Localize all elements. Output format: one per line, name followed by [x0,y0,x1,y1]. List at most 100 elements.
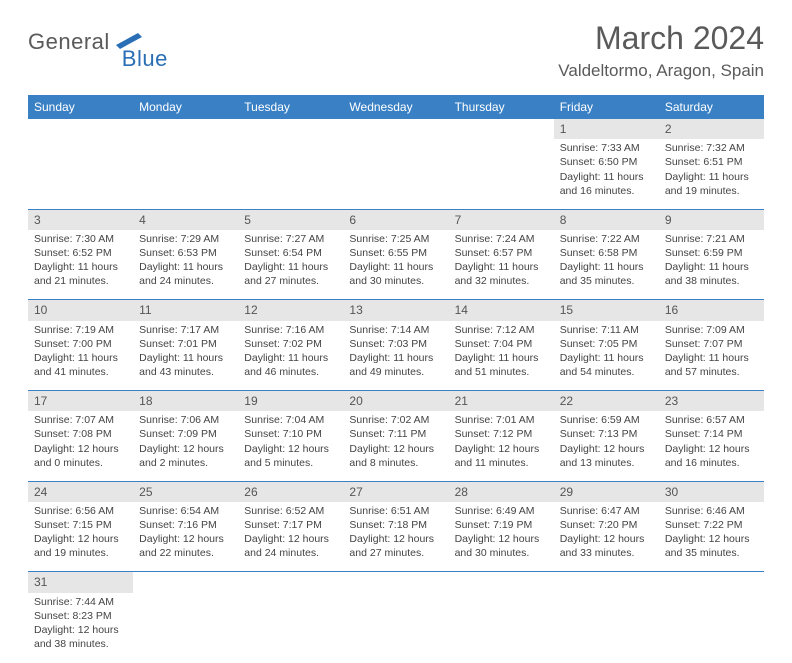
day-cell: Sunrise: 6:59 AMSunset: 7:13 PMDaylight:… [554,411,659,481]
day-number [28,119,133,139]
day-cell: Sunrise: 6:51 AMSunset: 7:18 PMDaylight:… [343,502,448,572]
day-number: 1 [554,119,659,139]
day-cell [343,139,448,209]
weekday-tue: Tuesday [238,95,343,119]
day-cell [238,139,343,209]
week-row: Sunrise: 7:19 AMSunset: 7:00 PMDaylight:… [28,321,764,391]
day-cell [554,593,659,663]
weekday-header: Sunday Monday Tuesday Wednesday Thursday… [28,95,764,119]
logo-text-general: General [28,29,110,55]
day-number: 31 [28,572,133,593]
day-number [238,119,343,139]
day-number: 24 [28,481,133,502]
title-block: March 2024 Valdeltormo, Aragon, Spain [558,20,764,81]
daynum-row: 10111213141516 [28,300,764,321]
day-number [133,572,238,593]
day-number: 7 [449,209,554,230]
day-number: 28 [449,481,554,502]
day-cell [133,593,238,663]
day-number: 12 [238,300,343,321]
day-cell: Sunrise: 6:54 AMSunset: 7:16 PMDaylight:… [133,502,238,572]
day-number: 16 [659,300,764,321]
day-cell [449,593,554,663]
day-cell: Sunrise: 7:25 AMSunset: 6:55 PMDaylight:… [343,230,448,300]
day-cell: Sunrise: 6:52 AMSunset: 7:17 PMDaylight:… [238,502,343,572]
day-number [343,572,448,593]
day-number: 18 [133,391,238,412]
day-number: 9 [659,209,764,230]
day-cell: Sunrise: 7:07 AMSunset: 7:08 PMDaylight:… [28,411,133,481]
day-number: 13 [343,300,448,321]
week-row: Sunrise: 7:30 AMSunset: 6:52 PMDaylight:… [28,230,764,300]
day-number [449,572,554,593]
day-cell: Sunrise: 7:14 AMSunset: 7:03 PMDaylight:… [343,321,448,391]
weekday-sun: Sunday [28,95,133,119]
day-cell: Sunrise: 7:11 AMSunset: 7:05 PMDaylight:… [554,321,659,391]
day-cell [28,139,133,209]
logo-text-blue: Blue [122,46,168,72]
day-cell: Sunrise: 7:12 AMSunset: 7:04 PMDaylight:… [449,321,554,391]
page-title: March 2024 [558,20,764,57]
week-row: Sunrise: 7:44 AMSunset: 8:23 PMDaylight:… [28,593,764,663]
day-number: 2 [659,119,764,139]
day-number: 4 [133,209,238,230]
day-number: 19 [238,391,343,412]
weekday-sat: Saturday [659,95,764,119]
location-text: Valdeltormo, Aragon, Spain [558,61,764,81]
daynum-row: 17181920212223 [28,391,764,412]
day-cell: Sunrise: 7:32 AMSunset: 6:51 PMDaylight:… [659,139,764,209]
day-cell [343,593,448,663]
day-cell: Sunrise: 7:29 AMSunset: 6:53 PMDaylight:… [133,230,238,300]
day-cell: Sunrise: 7:06 AMSunset: 7:09 PMDaylight:… [133,411,238,481]
day-number: 22 [554,391,659,412]
day-number: 21 [449,391,554,412]
day-cell: Sunrise: 7:27 AMSunset: 6:54 PMDaylight:… [238,230,343,300]
day-cell: Sunrise: 6:57 AMSunset: 7:14 PMDaylight:… [659,411,764,481]
day-number: 6 [343,209,448,230]
weekday-wed: Wednesday [343,95,448,119]
day-cell [238,593,343,663]
week-row: Sunrise: 7:07 AMSunset: 7:08 PMDaylight:… [28,411,764,481]
day-cell: Sunrise: 7:30 AMSunset: 6:52 PMDaylight:… [28,230,133,300]
day-number [133,119,238,139]
weekday-mon: Monday [133,95,238,119]
day-cell: Sunrise: 6:47 AMSunset: 7:20 PMDaylight:… [554,502,659,572]
day-cell: Sunrise: 7:16 AMSunset: 7:02 PMDaylight:… [238,321,343,391]
day-cell: Sunrise: 7:02 AMSunset: 7:11 PMDaylight:… [343,411,448,481]
day-cell: Sunrise: 7:09 AMSunset: 7:07 PMDaylight:… [659,321,764,391]
day-cell: Sunrise: 7:04 AMSunset: 7:10 PMDaylight:… [238,411,343,481]
day-number: 29 [554,481,659,502]
day-cell: Sunrise: 7:17 AMSunset: 7:01 PMDaylight:… [133,321,238,391]
header: General Blue March 2024 Valdeltormo, Ara… [28,20,764,81]
day-cell [449,139,554,209]
day-cell: Sunrise: 7:21 AMSunset: 6:59 PMDaylight:… [659,230,764,300]
day-number: 27 [343,481,448,502]
logo: General Blue [28,20,168,64]
day-number: 15 [554,300,659,321]
day-cell: Sunrise: 6:49 AMSunset: 7:19 PMDaylight:… [449,502,554,572]
day-number [343,119,448,139]
calendar-table: Sunday Monday Tuesday Wednesday Thursday… [28,95,764,663]
day-number: 8 [554,209,659,230]
day-cell: Sunrise: 7:44 AMSunset: 8:23 PMDaylight:… [28,593,133,663]
day-cell: Sunrise: 7:24 AMSunset: 6:57 PMDaylight:… [449,230,554,300]
day-number: 17 [28,391,133,412]
day-cell [659,593,764,663]
week-row: Sunrise: 6:56 AMSunset: 7:15 PMDaylight:… [28,502,764,572]
day-cell: Sunrise: 7:19 AMSunset: 7:00 PMDaylight:… [28,321,133,391]
day-number: 11 [133,300,238,321]
day-number [554,572,659,593]
week-row: Sunrise: 7:33 AMSunset: 6:50 PMDaylight:… [28,139,764,209]
day-cell: Sunrise: 6:56 AMSunset: 7:15 PMDaylight:… [28,502,133,572]
day-number: 23 [659,391,764,412]
day-cell: Sunrise: 7:01 AMSunset: 7:12 PMDaylight:… [449,411,554,481]
daynum-row: 3456789 [28,209,764,230]
daynum-row: 24252627282930 [28,481,764,502]
day-number [449,119,554,139]
day-number: 30 [659,481,764,502]
day-cell [133,139,238,209]
day-number: 26 [238,481,343,502]
day-number: 20 [343,391,448,412]
day-cell: Sunrise: 6:46 AMSunset: 7:22 PMDaylight:… [659,502,764,572]
day-number [659,572,764,593]
